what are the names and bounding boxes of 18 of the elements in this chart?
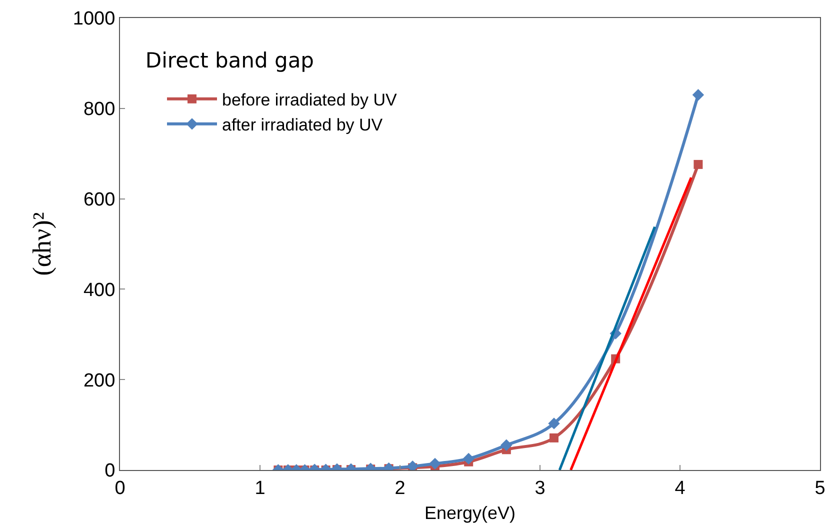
y-tick-label: 200	[83, 370, 116, 392]
x-tick-label: 3	[534, 478, 546, 499]
y-tick-label: 400	[83, 280, 116, 301]
y-tick-label: 600	[83, 189, 116, 210]
x-tick-label: 4	[674, 478, 686, 499]
x-tick-label: 1	[254, 478, 266, 499]
x-tick-label: 5	[814, 478, 826, 499]
x-axis-title: Energy(eV)	[424, 502, 516, 523]
text: Direct band gap	[145, 48, 314, 73]
x-tick-label: 2	[394, 478, 406, 499]
y-axis-title: (αhν)²	[27, 212, 56, 276]
y-tick-label: 1000	[72, 8, 116, 30]
point	[692, 88, 704, 101]
point	[694, 160, 703, 169]
legend-label: after irradiated by UV	[222, 116, 384, 135]
legend-label: before irradiated by UV	[222, 90, 398, 110]
y-tick-label: 800	[83, 99, 116, 120]
y-tick-label: 0	[104, 460, 116, 482]
